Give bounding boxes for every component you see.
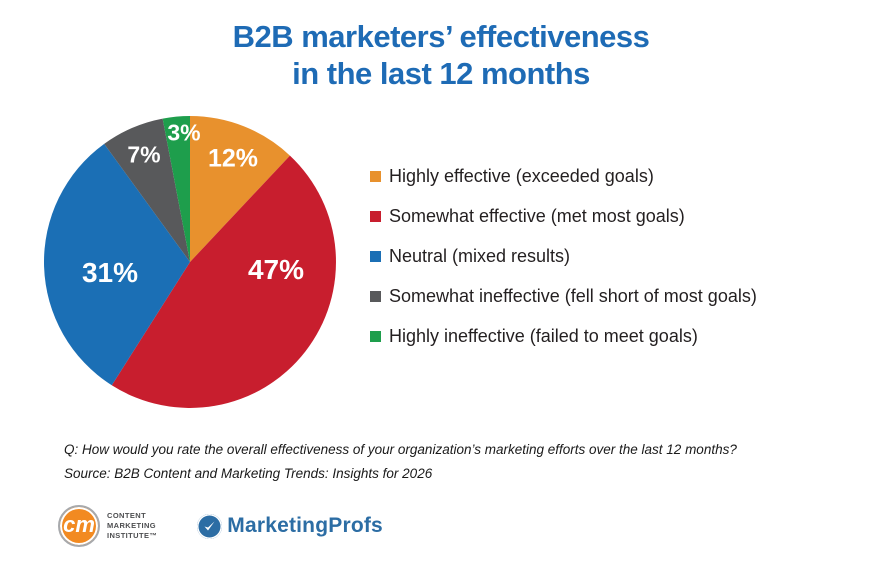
legend-label: Highly effective (exceeded goals): [389, 165, 654, 186]
legend-swatch-icon: [370, 170, 381, 182]
legend-label: Highly ineffective (failed to meet goals…: [389, 325, 698, 346]
legend-label: Somewhat ineffective (fell short of most…: [389, 285, 757, 306]
pie-slice-4: [162, 116, 190, 262]
chart-title-line-1: B2B marketers’ effectiveness: [232, 19, 650, 54]
pie-slice-2: [43, 143, 191, 386]
legend-item-highly-effective: Highly effective (exceeded goals): [370, 156, 757, 196]
pie-label-highly-ineffective: 3%: [167, 119, 201, 146]
pie-label-highly-effective: 12%: [207, 144, 259, 173]
footer-logos: cm CONTENT MARKETING INSTITUTE™ Marketin…: [58, 505, 383, 547]
legend-label: Neutral (mixed results): [389, 245, 571, 266]
pie-label-somewhat-effective: 47%: [247, 254, 305, 285]
legend-swatch-icon: [370, 210, 381, 222]
cmi-monogram-icon: cm: [58, 505, 100, 547]
footnote: Q: How would you rate the overall effect…: [64, 438, 737, 486]
legend-label: Somewhat effective (met most goals): [389, 205, 685, 226]
marketingprofs-emblem-icon: [197, 513, 223, 539]
marketingprofs-wordmark: MarketingProfs: [227, 514, 383, 537]
cmi-wordmark-line-3: INSTITUTE™: [107, 531, 158, 540]
cmi-wordmark-line-2: MARKETING: [107, 521, 157, 530]
chart-title: B2B marketers’ effectiveness in the last…: [0, 18, 882, 92]
content-marketing-institute-logo: cm CONTENT MARKETING INSTITUTE™: [58, 505, 157, 547]
pie-slice-3: [104, 118, 190, 262]
cmi-monogram-text: cm: [63, 511, 95, 537]
legend-swatch-icon: [370, 250, 381, 262]
legend-item-somewhat-ineffective: Somewhat ineffective (fell short of most…: [370, 276, 757, 316]
legend: Highly effective (exceeded goals) Somewh…: [370, 156, 757, 356]
legend-item-neutral: Neutral (mixed results): [370, 236, 757, 276]
legend-item-somewhat-effective: Somewhat effective (met most goals): [370, 196, 757, 236]
pie-label-somewhat-ineffective: 7%: [127, 141, 161, 168]
cmi-wordmark: CONTENT MARKETING INSTITUTE™: [107, 511, 157, 541]
pie-slice-1: [111, 155, 336, 408]
legend-item-highly-ineffective: Highly ineffective (failed to meet goals…: [370, 316, 757, 356]
marketingprofs-logo: MarketingProfs: [197, 513, 383, 539]
survey-question-text: Q: How would you rate the overall effect…: [64, 442, 737, 457]
legend-swatch-icon: [370, 290, 381, 302]
legend-swatch-icon: [370, 330, 381, 342]
pie-label-neutral: 31%: [81, 257, 139, 288]
chart-title-line-2: in the last 12 months: [292, 56, 590, 91]
cmi-wordmark-line-1: CONTENT: [107, 511, 147, 520]
source-text: Source: B2B Content and Marketing Trends…: [64, 466, 433, 481]
pie-svg: [43, 116, 336, 408]
pie-slice-0: [190, 116, 290, 262]
pie-chart: [43, 116, 336, 408]
